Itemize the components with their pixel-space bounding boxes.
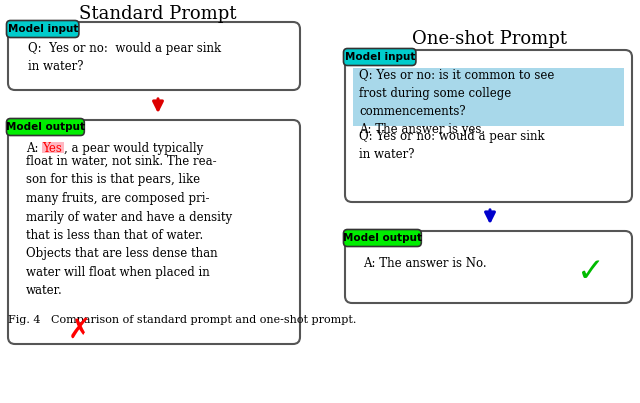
Text: Q: Yes or no: is it common to see
frost during some college
commencements?
A: Th: Q: Yes or no: is it common to see frost … — [359, 68, 554, 137]
FancyBboxPatch shape — [6, 118, 84, 135]
FancyBboxPatch shape — [8, 120, 300, 344]
FancyBboxPatch shape — [8, 22, 300, 90]
Text: Standard Prompt: Standard Prompt — [79, 5, 237, 23]
FancyBboxPatch shape — [345, 231, 632, 303]
Text: A:: A: — [26, 142, 42, 155]
FancyBboxPatch shape — [344, 229, 421, 247]
FancyBboxPatch shape — [344, 48, 416, 66]
FancyBboxPatch shape — [353, 68, 624, 126]
Text: Model input: Model input — [8, 24, 78, 34]
Text: Fig. 4   Comparison of standard prompt and one-shot prompt.: Fig. 4 Comparison of standard prompt and… — [8, 315, 356, 325]
Text: One-shot Prompt: One-shot Prompt — [413, 30, 568, 48]
Text: ✓: ✓ — [577, 255, 605, 288]
Text: ✗: ✗ — [68, 316, 92, 344]
FancyBboxPatch shape — [42, 142, 64, 153]
Text: Q:  Yes or no:  would a pear sink
in water?: Q: Yes or no: would a pear sink in water… — [28, 42, 221, 73]
Text: A: The answer is No.: A: The answer is No. — [363, 257, 486, 270]
Text: Model output: Model output — [343, 233, 422, 243]
Text: Model output: Model output — [6, 122, 85, 132]
Text: , a pear would typically: , a pear would typically — [64, 142, 204, 155]
Text: Q: Yes or no: would a pear sink
in water?: Q: Yes or no: would a pear sink in water… — [359, 130, 545, 162]
Text: float in water, not sink. The rea-
son for this is that pears, like
many fruits,: float in water, not sink. The rea- son f… — [26, 155, 232, 297]
FancyBboxPatch shape — [345, 50, 632, 202]
Text: Model input: Model input — [344, 52, 415, 62]
Text: Yes: Yes — [42, 142, 62, 155]
FancyBboxPatch shape — [6, 21, 79, 37]
